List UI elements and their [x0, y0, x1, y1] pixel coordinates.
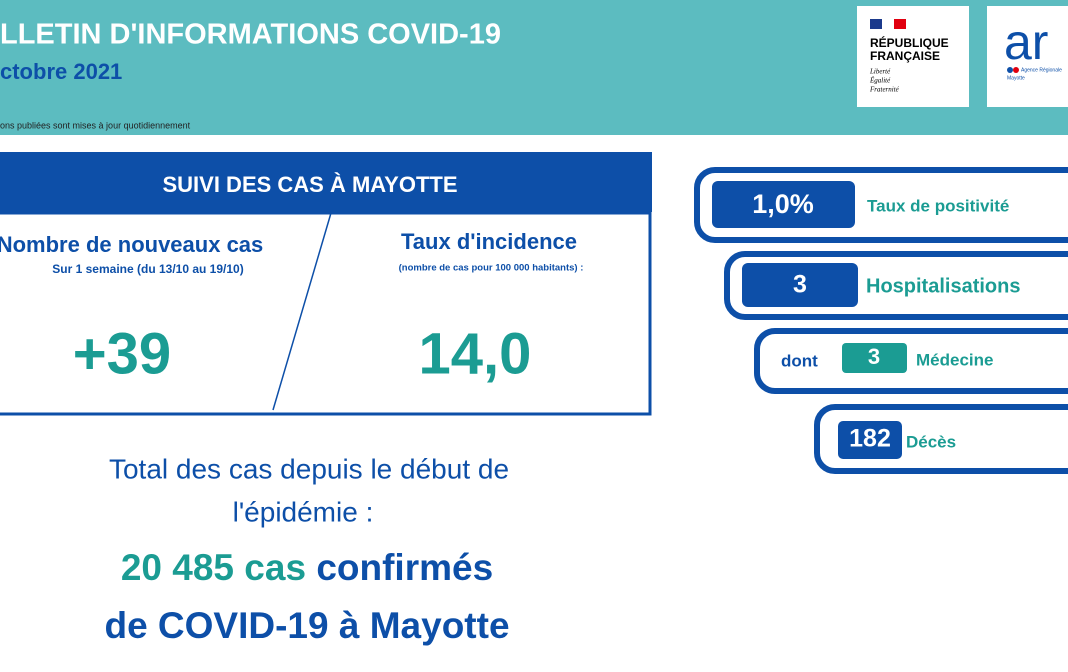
indicator-value: 3 — [793, 271, 807, 299]
logo-ars-text: Agence Régionale — [1021, 67, 1062, 73]
flag-blue — [870, 19, 882, 29]
indicator-value-box — [838, 421, 902, 459]
suivi-box — [0, 211, 652, 416]
indicator-label: Taux de positivité — [867, 196, 1009, 215]
new-cases-label: Nombre de nouveaux cas — [0, 232, 263, 257]
indicator-value: 182 — [849, 425, 891, 453]
header-note: ons publiées sont mises à jour quotidien… — [0, 120, 191, 130]
suivi-title: SUIVI DES CAS À MAYOTTE — [162, 172, 457, 197]
total-line: de COVID-19 à Mayotte — [104, 605, 509, 646]
total-count-line: 20 485 cas confirmés — [121, 547, 493, 588]
indicator-value: 1,0% — [752, 189, 814, 219]
logo-rf-motto: Égalité — [869, 77, 891, 85]
indicator-pill — [724, 251, 1068, 320]
incidence-value: 14,0 — [419, 321, 532, 386]
incidence-label: Taux d'incidence — [401, 229, 577, 254]
indicator-value-box — [842, 343, 907, 373]
indicator-label: Hospitalisations — [866, 275, 1020, 297]
indicator-value-box — [742, 263, 858, 307]
total-count: 20 485 cas — [121, 547, 306, 588]
logo-rf-motto: Liberté — [869, 68, 891, 76]
logo-rf-text: FRANÇAISE — [870, 49, 940, 63]
total-line: l'épidémie : — [233, 496, 374, 527]
logo-ars-dot — [1013, 67, 1019, 73]
incidence-sub: (nombre de cas pour 100 000 habitants) : — [399, 263, 584, 274]
logo-ars-box — [987, 6, 1068, 107]
divider — [272, 212, 332, 411]
header-date: ctobre 2021 — [0, 59, 122, 84]
logo-ars-text: Mayotte — [1007, 75, 1025, 81]
total-line: Total des cas depuis le début de — [109, 453, 509, 484]
indicator-value-box — [712, 181, 855, 228]
logo-rf-text: RÉPUBLIQUE — [870, 35, 949, 50]
indicator-prefix: dont — [781, 351, 818, 370]
indicator-value: 3 — [868, 344, 880, 369]
suivi-header — [0, 152, 652, 212]
indicator-label: Médecine — [916, 350, 993, 369]
indicator-pill — [694, 167, 1068, 243]
total-word: confirmés — [316, 547, 493, 588]
indicator-label: Décès — [906, 432, 956, 451]
indicator-pill — [814, 404, 1068, 474]
flag-white — [882, 19, 894, 29]
indicator-pill — [754, 328, 1068, 394]
header-title: LLETIN D'INFORMATIONS COVID-19 — [0, 19, 501, 51]
new-cases-value: +39 — [73, 321, 171, 386]
logo-rf-motto: Fraternité — [869, 86, 900, 94]
indicators: 1,0% Taux de positivité 3 Hospitalisatio… — [694, 167, 1068, 474]
logo-ars-dot — [1007, 67, 1013, 73]
logo-ars-mark: ar — [1004, 14, 1048, 70]
flag-red — [894, 19, 906, 29]
new-cases-sub: Sur 1 semaine (du 13/10 au 19/10) — [52, 262, 243, 276]
